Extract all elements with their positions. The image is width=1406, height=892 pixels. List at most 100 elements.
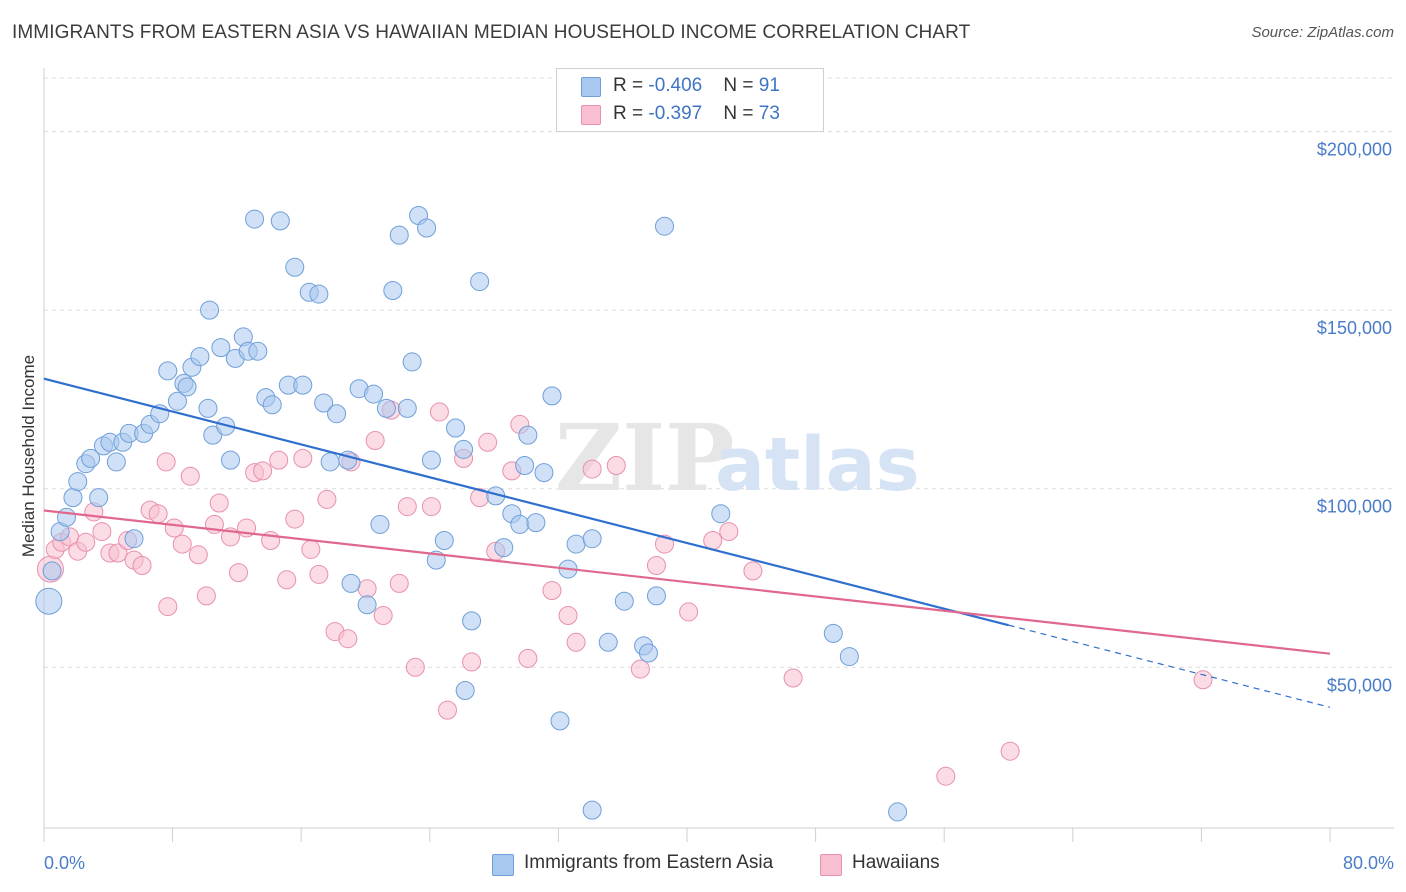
series-eastern-asia-points xyxy=(35,206,908,822)
point-eastern-asia xyxy=(417,218,437,238)
point-hawaiians xyxy=(437,700,457,720)
legend-label: Hawaiians xyxy=(852,852,940,873)
point-hawaiians xyxy=(229,563,249,583)
legend-swatch-pink xyxy=(581,105,601,125)
point-eastern-asia xyxy=(839,647,859,667)
point-eastern-asia xyxy=(823,623,843,643)
point-hawaiians xyxy=(164,518,184,538)
point-hawaiians xyxy=(76,532,96,552)
axes xyxy=(43,68,1394,842)
r-label: R = xyxy=(613,75,649,96)
point-hawaiians xyxy=(317,489,337,509)
trend-line-eastern-asia xyxy=(43,377,1009,627)
point-hawaiians xyxy=(462,652,482,672)
point-hawaiians xyxy=(630,659,650,679)
point-hawaiians xyxy=(357,579,377,599)
point-eastern-asia xyxy=(320,452,340,472)
point-eastern-asia xyxy=(566,534,586,554)
point-hawaiians xyxy=(209,493,229,513)
point-eastern-asia xyxy=(376,398,396,418)
point-eastern-asia xyxy=(526,513,546,533)
gridlines xyxy=(44,77,1394,668)
point-hawaiians xyxy=(679,602,699,622)
point-eastern-asia xyxy=(518,425,538,445)
point-hawaiians xyxy=(148,504,168,524)
point-hawaiians xyxy=(429,402,449,422)
point-hawaiians xyxy=(405,657,425,677)
point-hawaiians xyxy=(285,509,305,529)
point-hawaiians xyxy=(132,556,152,575)
point-hawaiians xyxy=(92,522,112,542)
point-eastern-asia xyxy=(245,209,265,229)
point-eastern-asia xyxy=(462,611,482,631)
point-eastern-asia xyxy=(63,488,83,508)
y-tick-label: $100,000 xyxy=(1317,497,1392,517)
point-eastern-asia xyxy=(383,281,403,300)
legend-label: Immigrants from Eastern Asia xyxy=(524,852,774,873)
point-eastern-asia xyxy=(711,504,731,524)
point-hawaiians xyxy=(338,629,358,649)
point-hawaiians xyxy=(478,432,498,452)
y-tick-label: $50,000 xyxy=(1327,675,1392,695)
point-hawaiians xyxy=(703,531,723,550)
point-eastern-asia xyxy=(455,681,475,700)
point-eastern-asia xyxy=(200,300,220,320)
point-eastern-asia xyxy=(190,347,210,367)
point-hawaiians xyxy=(389,573,409,593)
point-hawaiians xyxy=(156,452,176,472)
point-hawaiians xyxy=(558,606,578,625)
trend-line-eastern-asia-extrapolated xyxy=(1008,624,1331,708)
point-eastern-asia xyxy=(57,507,77,527)
watermark-atlas: atlas xyxy=(715,422,920,508)
point-hawaiians xyxy=(518,648,538,668)
point-hawaiians xyxy=(654,534,674,554)
point-hawaiians xyxy=(180,466,200,486)
point-eastern-asia xyxy=(124,529,144,549)
x-tick-labels: 0.0% 80.0% xyxy=(44,853,1394,873)
r-label: R = xyxy=(613,103,649,124)
legend-swatch-blue xyxy=(581,77,601,97)
point-eastern-asia xyxy=(598,632,618,652)
point-hawaiians xyxy=(1000,741,1020,761)
point-hawaiians xyxy=(743,561,763,581)
n-label: N = xyxy=(723,75,759,96)
point-hawaiians xyxy=(936,766,956,786)
point-hawaiians xyxy=(196,586,216,606)
point-eastern-asia xyxy=(198,398,218,418)
point-eastern-asia xyxy=(42,561,62,581)
legend-swatch-pink xyxy=(820,854,842,876)
point-eastern-asia xyxy=(888,802,908,822)
trend-line-hawaiians xyxy=(43,509,1331,655)
point-hawaiians xyxy=(606,456,626,475)
point-eastern-asia xyxy=(89,488,109,508)
point-eastern-asia xyxy=(341,573,361,593)
point-hawaiians xyxy=(158,597,178,617)
point-eastern-asia xyxy=(542,386,562,406)
point-hawaiians xyxy=(421,497,441,517)
point-eastern-asia xyxy=(454,439,474,459)
point-hawaiians xyxy=(397,497,417,517)
point-eastern-asia xyxy=(614,591,634,611)
point-eastern-asia xyxy=(582,800,602,820)
point-hawaiians xyxy=(1193,670,1213,690)
point-eastern-asia xyxy=(327,404,347,424)
point-eastern-asia xyxy=(646,586,666,606)
point-eastern-asia xyxy=(293,375,313,395)
point-eastern-asia xyxy=(262,395,282,415)
point-eastern-asia xyxy=(582,529,602,549)
point-eastern-asia xyxy=(389,225,409,245)
point-hawaiians xyxy=(373,606,393,625)
point-eastern-asia xyxy=(35,587,63,615)
point-eastern-asia xyxy=(220,450,240,470)
point-eastern-asia xyxy=(211,338,231,358)
n-value: 73 xyxy=(758,103,780,124)
point-eastern-asia xyxy=(515,456,535,475)
point-hawaiians xyxy=(293,448,313,468)
point-hawaiians xyxy=(188,545,208,565)
y-axis-title: Median Household Income xyxy=(19,355,38,557)
point-eastern-asia xyxy=(494,538,514,558)
x-tick-label: 80.0% xyxy=(1343,853,1394,873)
point-hawaiians xyxy=(269,450,289,470)
r-value: -0.406 xyxy=(648,75,703,96)
